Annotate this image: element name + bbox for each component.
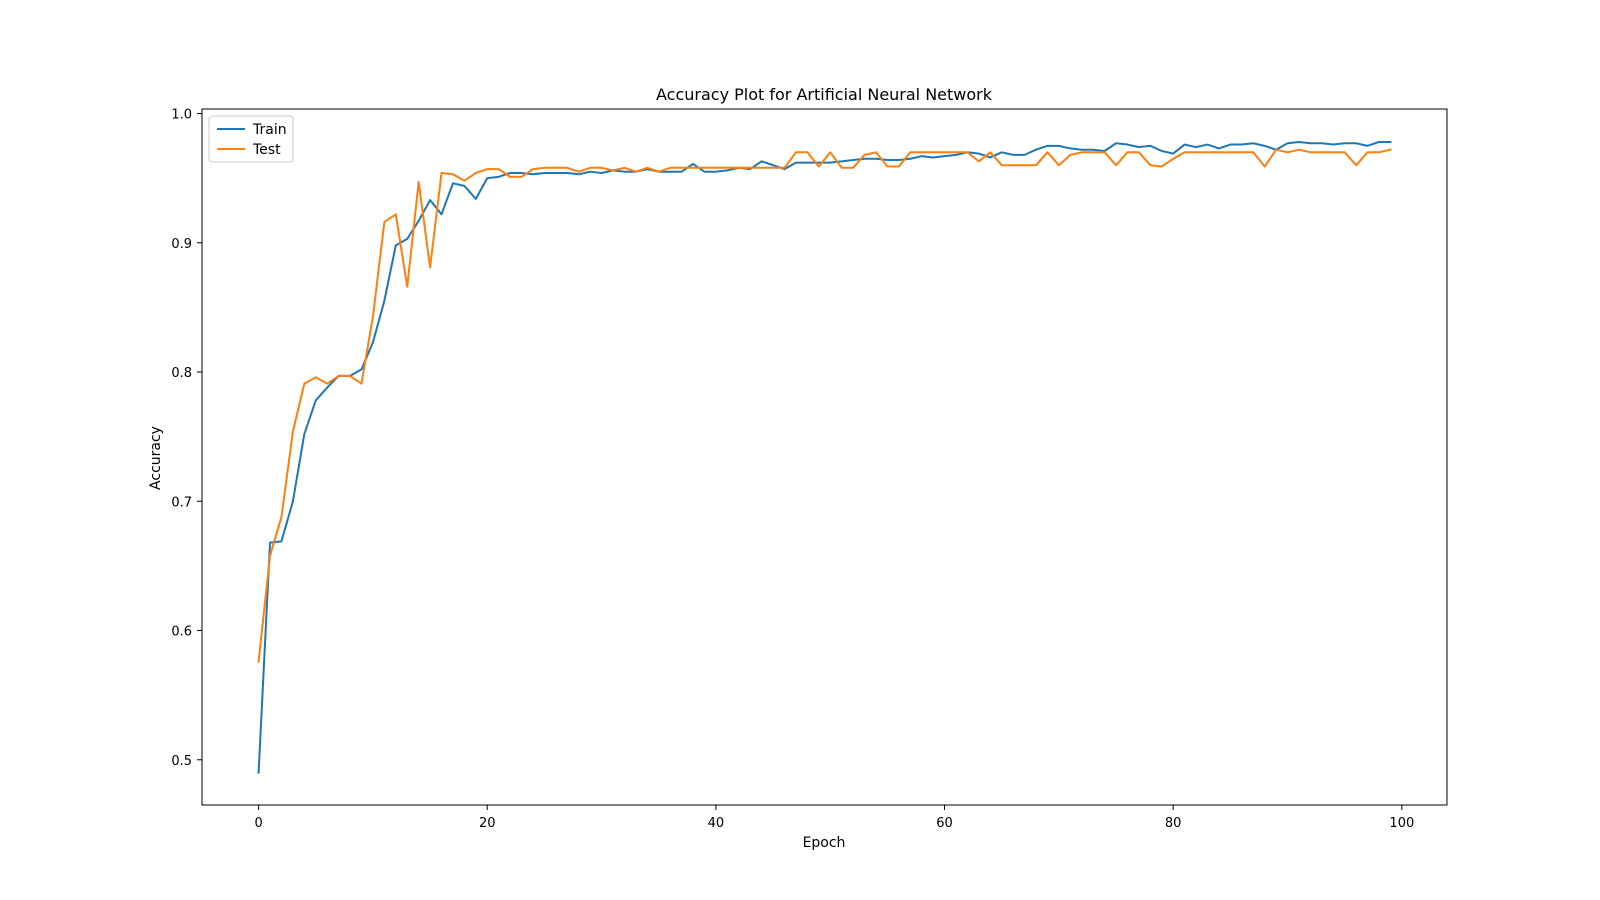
- x-axis-label: Epoch: [803, 835, 846, 851]
- x-tick-label: 100: [1389, 816, 1414, 831]
- plot-area: 0 20 40 60 80 100 0.5 0.6 0.7 0.8 0.9 1.0: [171, 108, 1448, 831]
- plot-frame: [201, 108, 1448, 806]
- legend-label-test: Test: [252, 142, 281, 158]
- x-tick-label: 20: [479, 816, 496, 831]
- x-tick-label: 40: [708, 816, 725, 831]
- x-tick-label: 0: [254, 816, 262, 831]
- y-tick-label: 0.6: [171, 625, 192, 640]
- series-line-test: [257, 148, 1392, 663]
- x-tick-label: 80: [1165, 816, 1182, 831]
- legend-label-train: Train: [252, 122, 287, 138]
- legend: Train Test: [208, 115, 294, 163]
- y-tick-label: 0.8: [171, 366, 192, 381]
- y-tick-label: 0.7: [171, 495, 192, 510]
- y-axis-label: Accuracy: [148, 426, 164, 490]
- series-line-train: [257, 140, 1392, 774]
- y-tick-label: 0.5: [171, 754, 192, 769]
- y-tick-label: 0.9: [171, 237, 192, 252]
- x-tick-label: 60: [936, 816, 953, 831]
- chart-title: Accuracy Plot for Artificial Neural Netw…: [656, 85, 993, 104]
- legend-box: [208, 115, 294, 163]
- y-tick-label: 1.0: [171, 108, 192, 123]
